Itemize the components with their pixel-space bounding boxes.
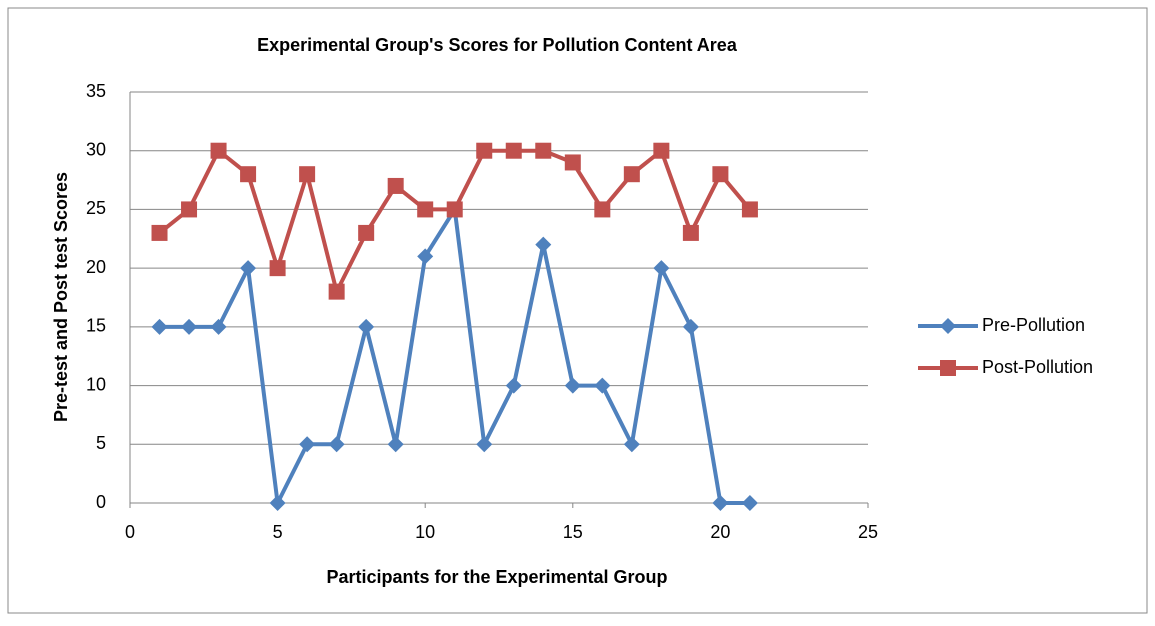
marker [653, 260, 670, 277]
marker [328, 283, 345, 300]
legend-marker [940, 360, 956, 376]
x-tick-label: 15 [563, 522, 583, 542]
marker [210, 142, 227, 159]
y-tick-label: 20 [86, 257, 106, 277]
marker [269, 495, 286, 511]
x-tick-label: 20 [710, 522, 730, 542]
x-tick-label: 5 [273, 522, 283, 542]
y-axis-label: Pre-test and Post test Scores [51, 172, 71, 422]
y-tick-label: 35 [86, 81, 106, 101]
marker [299, 436, 316, 453]
y-tick-label: 10 [86, 374, 106, 394]
marker [151, 318, 168, 335]
chart-title: Experimental Group's Scores for Pollutio… [257, 35, 738, 55]
marker [741, 495, 758, 511]
marker [151, 224, 168, 241]
marker [535, 236, 552, 253]
marker [446, 201, 463, 218]
marker [712, 495, 729, 511]
marker [181, 318, 198, 335]
marker [269, 260, 286, 277]
marker [387, 436, 404, 453]
marker [653, 142, 670, 159]
marker [417, 248, 434, 265]
marker [741, 201, 758, 218]
x-axis-label: Participants for the Experimental Group [326, 567, 667, 587]
marker [564, 154, 581, 171]
y-tick-label: 25 [86, 198, 106, 218]
y-tick-label: 30 [86, 139, 106, 159]
x-tick-label: 25 [858, 522, 878, 542]
marker [240, 260, 257, 277]
marker [240, 166, 257, 183]
marker [623, 166, 640, 183]
legend-label: Post-Pollution [982, 357, 1093, 377]
marker [712, 166, 729, 183]
marker [210, 318, 227, 335]
marker [594, 377, 611, 394]
legend-label: Pre-Pollution [982, 315, 1085, 335]
marker [328, 436, 345, 453]
marker [682, 318, 699, 335]
y-tick-label: 15 [86, 316, 106, 336]
marker [476, 142, 493, 159]
marker [505, 377, 522, 394]
marker [535, 142, 552, 159]
x-tick-label: 10 [415, 522, 435, 542]
x-tick-label: 0 [125, 522, 135, 542]
marker [623, 436, 640, 453]
chart-border [7, 7, 1148, 614]
y-tick-label: 0 [96, 492, 106, 512]
marker [505, 142, 522, 159]
marker [181, 201, 198, 218]
legend-marker [940, 318, 956, 334]
marker [387, 177, 404, 194]
marker [358, 318, 375, 335]
marker [594, 201, 611, 218]
marker [682, 224, 699, 241]
marker [358, 224, 375, 241]
marker [417, 201, 434, 218]
marker [476, 436, 493, 453]
marker [564, 377, 581, 394]
y-tick-label: 5 [96, 433, 106, 453]
marker [299, 166, 316, 183]
